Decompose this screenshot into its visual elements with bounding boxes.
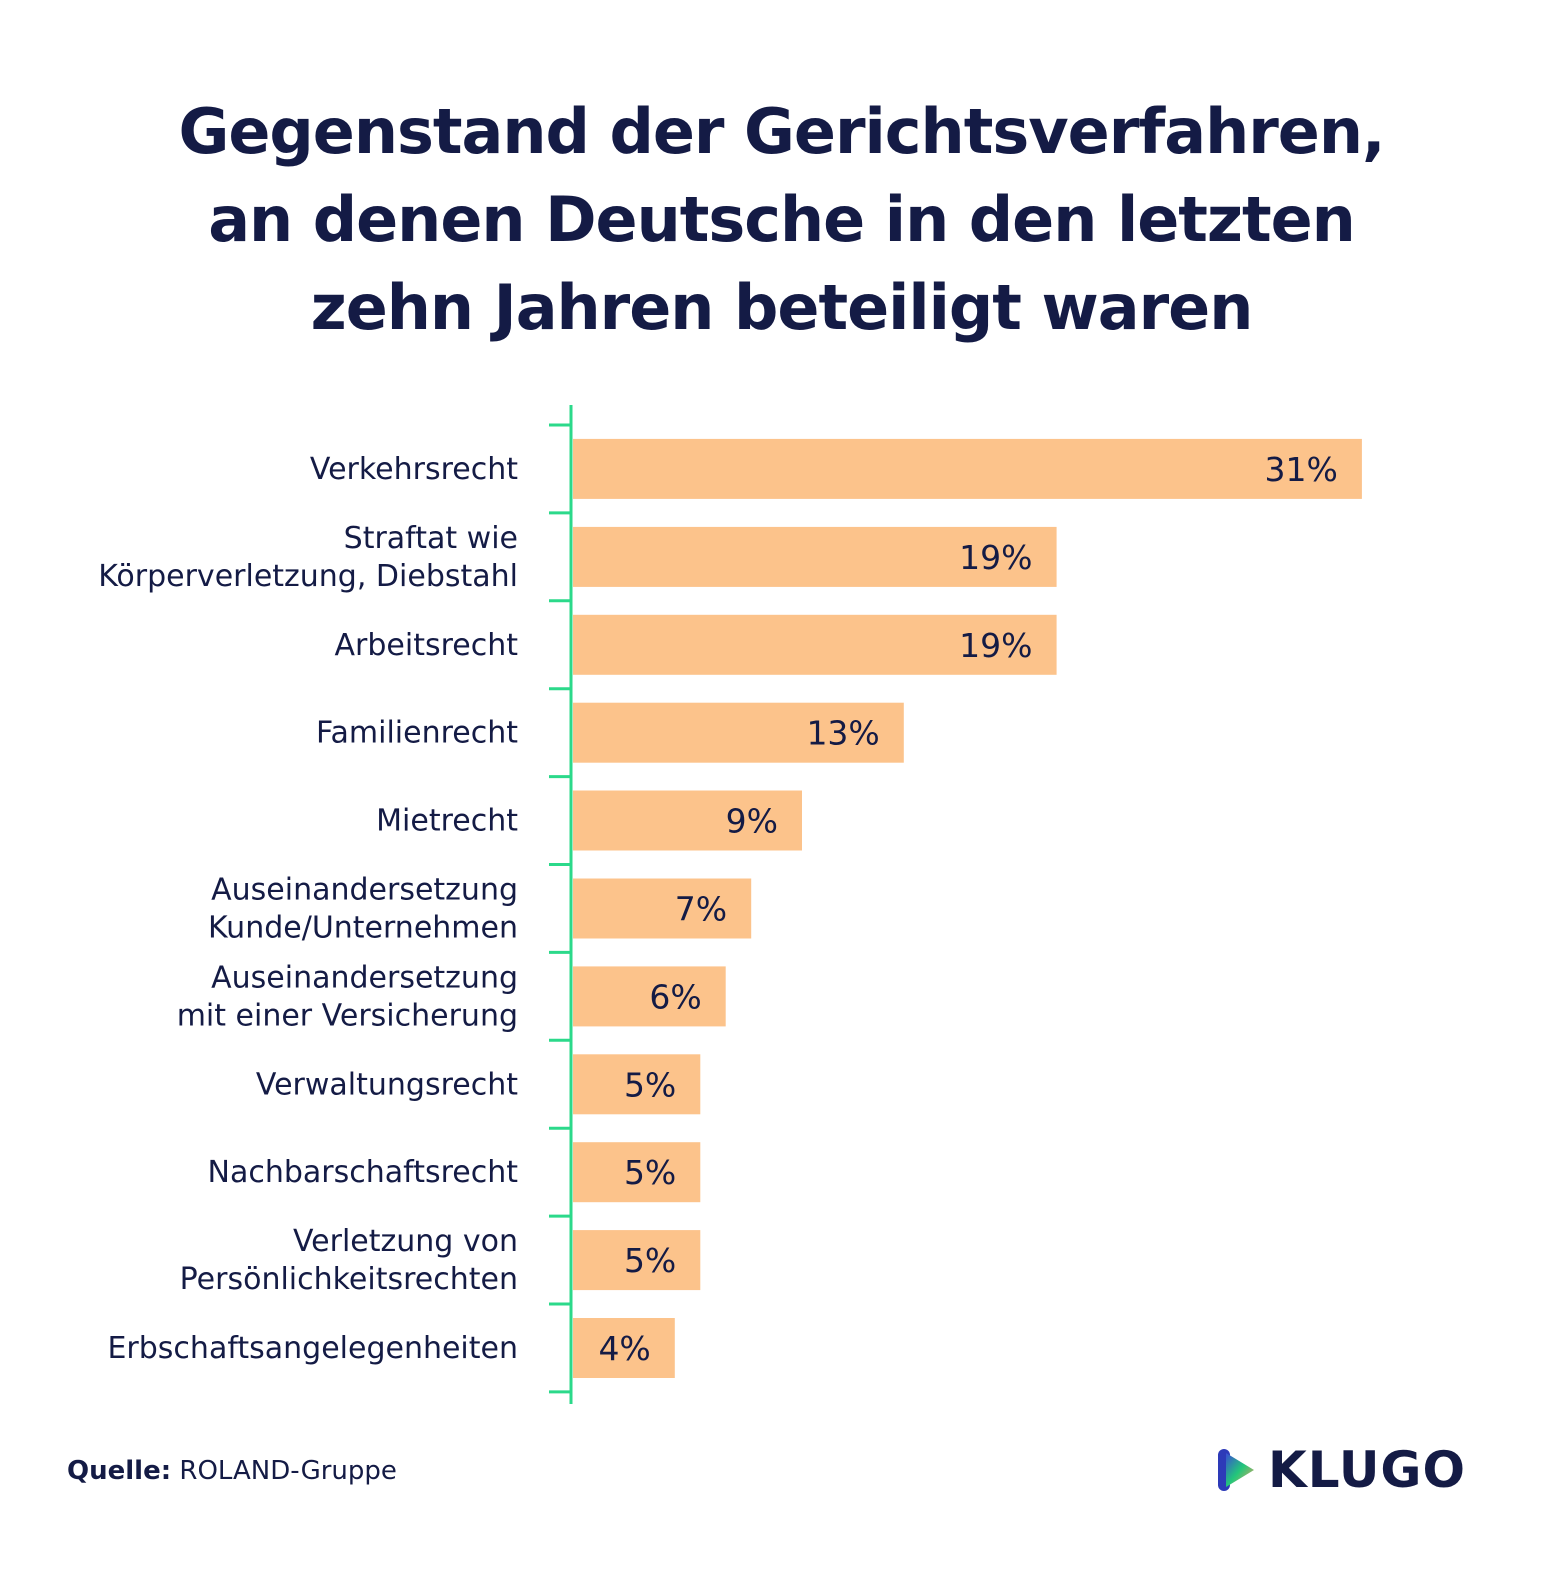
chart-title-line: an denen Deutsche in den letzten — [208, 183, 1356, 256]
category-label: Verletzung von — [293, 1224, 518, 1259]
bar-value-label: 5% — [624, 1065, 676, 1104]
bar — [573, 526, 1057, 587]
bar-value-label: 7% — [675, 890, 727, 929]
chart-title: Gegenstand der Gerichtsverfahren, an den… — [0, 88, 1563, 352]
bar-value-label: 5% — [624, 1153, 676, 1192]
category-label: Familienrecht — [316, 716, 518, 751]
bar-value-label: 19% — [959, 626, 1032, 665]
bar — [573, 438, 1362, 499]
brand-logo: KLUGO — [1216, 1441, 1466, 1499]
play-logo-icon — [1218, 1449, 1254, 1491]
category-label: Persönlichkeitsrechten — [180, 1262, 518, 1297]
brand-name: KLUGO — [1268, 1441, 1466, 1499]
chart-title-line: zehn Jahren beteiligt waren — [310, 271, 1254, 344]
bar-value-label: 31% — [1265, 450, 1338, 489]
category-label: Verkehrsrecht — [310, 452, 518, 487]
bar-value-label: 5% — [624, 1241, 676, 1280]
bar — [573, 1054, 701, 1115]
category-label: Straftat wie — [344, 521, 518, 556]
category-label: Körperverletzung, Diebstahl — [98, 559, 518, 594]
bar-value-label: 9% — [726, 802, 778, 841]
bar-value-label: 19% — [959, 538, 1032, 577]
category-label: mit einer Versicherung — [177, 998, 518, 1033]
category-label: Arbeitsrecht — [335, 628, 519, 663]
bar — [573, 1318, 675, 1378]
bar — [573, 1230, 701, 1291]
bar-value-label: 4% — [598, 1329, 650, 1368]
category-label: Erbschaftsangelegenheiten — [107, 1331, 518, 1366]
category-label: Verwaltungsrecht — [256, 1067, 518, 1102]
category-label: Kunde/Unternehmen — [208, 911, 518, 946]
category-label: Auseinandersetzung — [211, 873, 518, 908]
bar — [573, 614, 1057, 675]
category-label: Auseinandersetzung — [211, 960, 518, 995]
bar — [573, 966, 726, 1027]
category-label: Mietrecht — [376, 804, 518, 839]
chart-title-line: Gegenstand der Gerichtsverfahren, — [178, 95, 1385, 168]
bar — [573, 1142, 701, 1203]
category-label: Nachbarschaftsrecht — [208, 1155, 519, 1190]
bar-value-label: 6% — [649, 977, 701, 1016]
bar — [573, 702, 904, 763]
bar-value-label: 13% — [806, 714, 879, 753]
source-value: ROLAND-Gruppe — [179, 1456, 397, 1486]
source-note: Quelle: ROLAND-Gruppe — [67, 1456, 397, 1486]
source-label: Quelle: — [67, 1456, 172, 1486]
bar — [573, 878, 752, 939]
bar — [573, 790, 802, 851]
